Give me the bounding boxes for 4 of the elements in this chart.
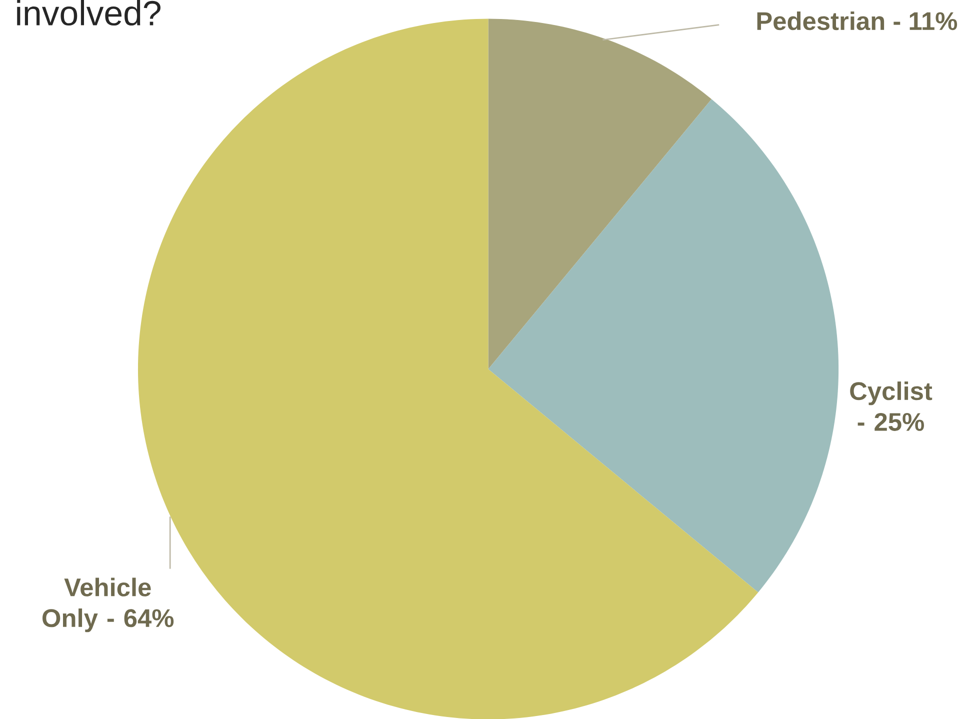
chart-title: involved? <box>17 0 160 26</box>
slice-label: Pedestrian - 11% <box>757 11 958 30</box>
slice-label: Vehicle Only - 64% <box>42 578 174 632</box>
slice-label: Cyclist - 25% <box>850 381 932 431</box>
